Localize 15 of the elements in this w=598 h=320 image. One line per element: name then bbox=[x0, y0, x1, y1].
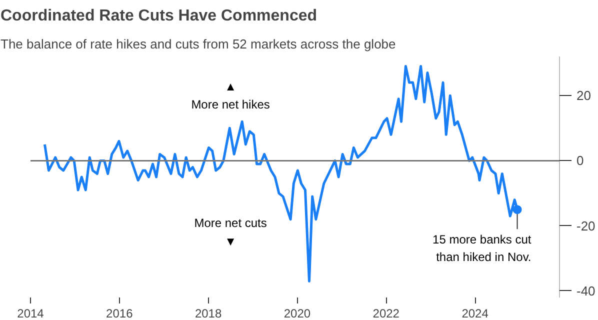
annotation: 15 more banks cut than hiked in Nov. bbox=[432, 232, 532, 264]
x-tick-label: 2024 bbox=[462, 306, 489, 320]
chart-subtitle: The balance of rate hikes and cuts from 52 markets across the globe bbox=[0, 36, 396, 52]
y-tick-label: -20 bbox=[576, 218, 596, 234]
x-tick-label: 2018 bbox=[194, 306, 222, 320]
x-tick-label: 2022 bbox=[372, 306, 400, 320]
x-tick-label: 2014 bbox=[17, 306, 44, 320]
x-tick-label: 2016 bbox=[106, 306, 134, 320]
y-tick-label: -40 bbox=[576, 283, 596, 298]
chart-title: Coordinated Rate Cuts Have Commenced bbox=[0, 8, 318, 24]
y-tick-label: 20 bbox=[576, 88, 591, 104]
annotation: ▲ More net hikes bbox=[191, 79, 270, 112]
y-tick-label: 0 bbox=[576, 153, 584, 168]
x-tick-label: 2020 bbox=[284, 306, 311, 320]
annotation: More net cuts ▼ bbox=[194, 216, 267, 248]
